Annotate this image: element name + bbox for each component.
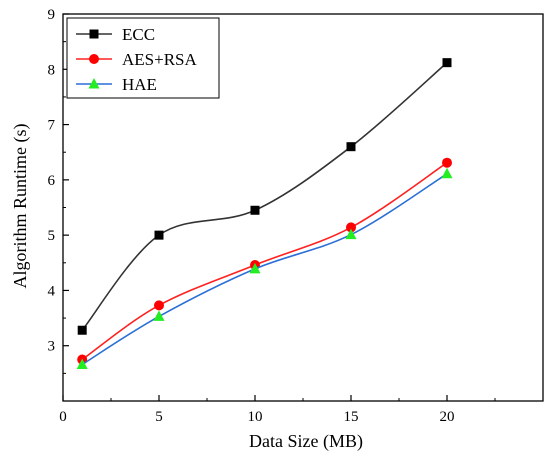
- x-tick-label: 0: [59, 409, 67, 425]
- data-point-aes-rsa: [154, 300, 164, 311]
- y-axis: 3 4 5 6 7 8 9: [48, 7, 69, 374]
- legend-item-ecc: ECC: [76, 25, 155, 44]
- data-point-aes-rsa: [346, 222, 356, 233]
- legend-label: AES+RSA: [122, 50, 197, 69]
- data-point-hae: [441, 167, 453, 179]
- y-tick-label: 4: [48, 283, 56, 299]
- x-tick-label: 20: [440, 409, 455, 425]
- legend-item-aes-rsa: AES+RSA: [76, 50, 197, 69]
- y-axis-label: Algorithm Runtime (s): [10, 124, 31, 289]
- data-point-ecc: [442, 58, 452, 68]
- y-tick-label: 5: [48, 228, 56, 244]
- x-tick-label: 5: [155, 409, 163, 425]
- legend-label: HAE: [122, 75, 157, 94]
- legend: ECC AES+RSA HAE: [66, 17, 220, 99]
- y-tick-label: 9: [48, 7, 56, 23]
- data-point-aes-rsa: [442, 157, 452, 168]
- data-point-hae: [76, 358, 88, 370]
- data-point-ecc: [77, 325, 87, 335]
- series-layer: [76, 58, 453, 370]
- y-tick-label: 3: [48, 339, 56, 355]
- x-tick-label: 10: [248, 409, 263, 425]
- x-tick-label: 15: [344, 409, 359, 425]
- y-tick-label: 6: [48, 173, 56, 189]
- data-point-ecc: [346, 142, 356, 152]
- y-tick-label: 7: [48, 118, 56, 134]
- data-point-hae: [153, 310, 165, 321]
- x-axis: 0 5 10 15 20: [59, 395, 496, 425]
- y-tick-label: 8: [48, 62, 56, 78]
- legend-marker: [89, 29, 99, 39]
- series-ecc: [77, 58, 452, 335]
- legend-label: ECC: [122, 25, 155, 44]
- series-hae: [76, 167, 453, 370]
- data-point-ecc: [154, 230, 164, 240]
- data-point-hae: [249, 262, 261, 274]
- legend-marker: [88, 78, 100, 89]
- data-point-ecc: [250, 205, 260, 215]
- data-point-hae: [345, 228, 357, 240]
- legend-item-hae: HAE: [76, 75, 157, 94]
- x-axis-label: Data Size (MB): [249, 431, 363, 452]
- series-line-ecc: [81, 62, 448, 331]
- legend-marker: [89, 54, 99, 64]
